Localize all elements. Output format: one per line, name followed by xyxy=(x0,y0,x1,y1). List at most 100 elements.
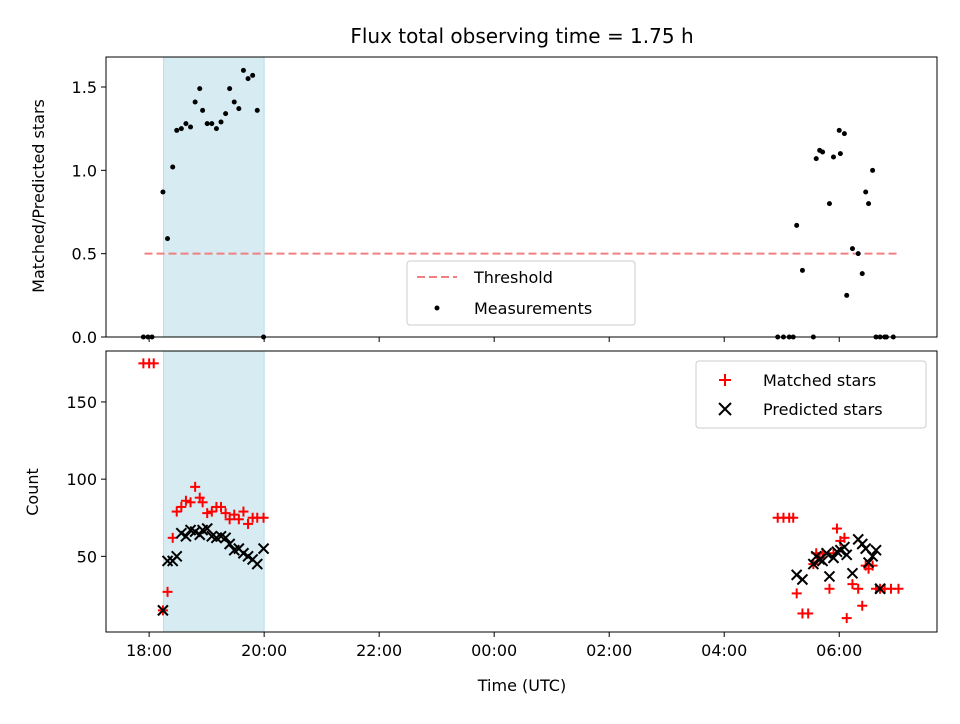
measurement-point xyxy=(204,121,210,127)
top-y-axis-label: Matched/Predicted stars xyxy=(29,99,48,293)
matched-star-point xyxy=(791,588,802,599)
predicted-star-point xyxy=(820,547,833,559)
measurement-point xyxy=(849,246,855,252)
matched-star-point xyxy=(841,613,852,624)
predicted-stars-points xyxy=(157,522,886,617)
measurement-point xyxy=(200,107,206,113)
measurement-point xyxy=(820,149,826,155)
measurement-point xyxy=(855,251,861,257)
predicted-star-point xyxy=(816,555,829,567)
matched-star-point xyxy=(185,497,196,508)
legend-threshold-label: Threshold xyxy=(473,268,553,287)
matched-star-point xyxy=(162,586,173,597)
top-legend: Threshold Measurements xyxy=(406,260,636,326)
predicted-star-point xyxy=(846,567,859,580)
measurement-point xyxy=(830,154,836,160)
matched-star-point xyxy=(233,514,244,525)
measurement-point xyxy=(227,86,233,92)
top-y-ticks: 0.0 0.5 1.0 1.5 xyxy=(72,78,106,347)
matched-star-point xyxy=(824,583,835,594)
top-y-tick-label: 1.0 xyxy=(72,161,97,180)
predicted-star-point xyxy=(223,538,236,550)
predicted-star-point xyxy=(251,558,263,570)
measurement-point xyxy=(183,121,189,127)
measurement-point xyxy=(863,189,869,195)
measurement-point xyxy=(844,292,850,298)
predicted-star-point xyxy=(796,573,809,586)
top-axes-frame xyxy=(105,56,938,338)
measurement-point xyxy=(223,111,229,117)
measurement-point xyxy=(837,151,843,157)
matched-star-point xyxy=(243,518,254,529)
matched-star-point xyxy=(180,495,191,506)
measurement-point xyxy=(209,121,215,127)
predicted-star-point xyxy=(862,556,875,569)
legend-predicted-swatch xyxy=(718,402,732,416)
measurement-point xyxy=(250,72,256,78)
measurement-point xyxy=(799,267,805,273)
matched-star-point xyxy=(831,523,842,534)
x-tick-label: 04:00 xyxy=(701,641,747,660)
matched-star-point xyxy=(839,532,850,543)
matched-star-point xyxy=(224,514,235,525)
measurement-point xyxy=(813,156,819,162)
measurement-point xyxy=(240,67,246,73)
bottom-y-axis-label: Count xyxy=(23,468,42,516)
bottom-highlight-span xyxy=(163,350,265,633)
predicted-star-point xyxy=(874,583,886,595)
matched-star-point xyxy=(176,501,187,512)
measurement-point xyxy=(192,99,198,105)
matched-star-point xyxy=(847,579,858,590)
bottom-legend: Matched stars Predicted stars xyxy=(695,360,927,429)
x-tick-label: 22:00 xyxy=(356,641,402,660)
top-y-tick-label: 0.0 xyxy=(72,328,97,347)
top-highlight-span xyxy=(163,56,265,338)
measurement-point xyxy=(841,131,847,137)
matched-star-point xyxy=(216,501,227,512)
measurement-point xyxy=(236,106,242,112)
top-y-tick-label: 1.5 xyxy=(72,78,97,97)
top-y-tick-label: 0.5 xyxy=(72,245,97,264)
predicted-star-point xyxy=(201,522,213,535)
predicted-star-point xyxy=(870,544,882,556)
matched-star-point xyxy=(893,583,904,594)
measurement-point xyxy=(178,126,184,132)
measurement-point xyxy=(174,127,180,133)
predicted-star-point xyxy=(161,555,174,567)
bottom-x-ticks: 18:00 20:00 22:00 00:00 02:00 04:00 06:00 xyxy=(126,632,862,660)
predicted-star-point xyxy=(831,546,843,558)
measurement-point xyxy=(836,127,842,133)
x-tick-label: 00:00 xyxy=(471,641,517,660)
matched-star-point xyxy=(148,358,159,369)
predicted-star-point xyxy=(171,550,183,563)
measurement-point xyxy=(188,124,194,130)
x-tick-label: 02:00 xyxy=(586,641,632,660)
predicted-star-point xyxy=(823,570,836,583)
measurement-point xyxy=(870,167,876,173)
matched-star-point xyxy=(202,508,213,519)
predicted-star-point xyxy=(257,542,270,555)
bottom-y-tick-label: 50 xyxy=(77,547,97,566)
matched-star-point xyxy=(853,583,864,594)
top-panel: 0.0 0.5 1.0 1.5 Matched/Predicted stars Thr… xyxy=(29,56,938,347)
measurement-point xyxy=(859,271,865,277)
bottom-y-tick-label: 100 xyxy=(66,470,97,489)
legend-measurements-label: Measurements xyxy=(474,299,592,318)
x-axis-label: Time (UTC) xyxy=(477,676,566,695)
measurement-point xyxy=(165,236,171,242)
bottom-legend-box xyxy=(695,360,927,429)
legend-matched-label: Matched stars xyxy=(763,371,876,390)
x-tick-label: 20:00 xyxy=(241,641,287,660)
predicted-star-point xyxy=(157,604,169,617)
matched-star-point xyxy=(171,506,182,517)
matched-star-point xyxy=(788,512,799,523)
measurement-point xyxy=(231,99,237,105)
predicted-star-point xyxy=(841,549,853,561)
matched-star-point xyxy=(206,506,217,517)
x-tick-label: 18:00 xyxy=(126,641,172,660)
matched-star-point xyxy=(220,508,231,519)
matched-star-point xyxy=(229,509,240,520)
measurement-point xyxy=(160,189,166,195)
measurement-point xyxy=(170,164,176,170)
